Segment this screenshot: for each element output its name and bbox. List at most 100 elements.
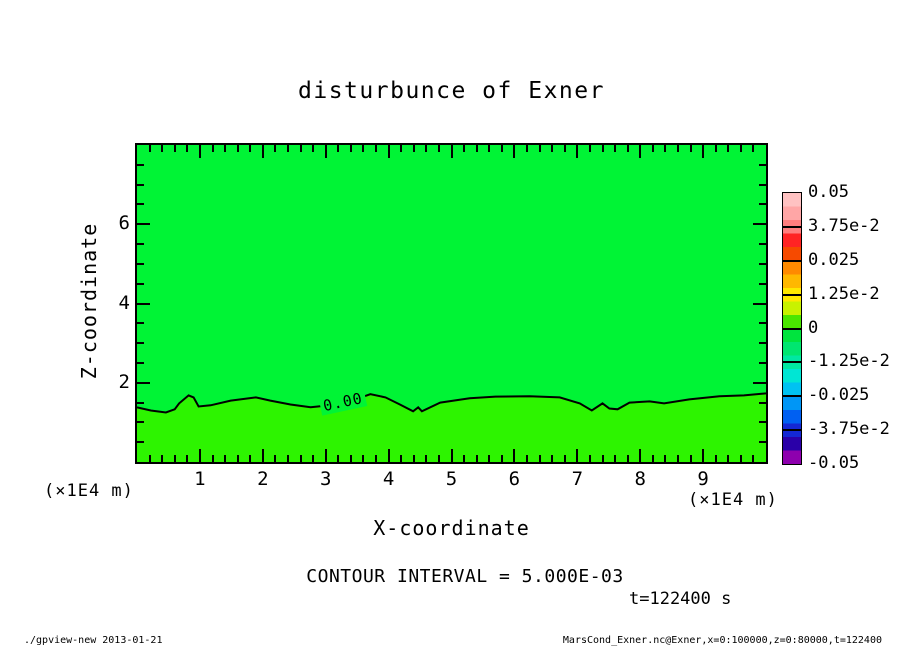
x-tick-label: 8 [634,468,646,490]
x-tick-label: 5 [445,468,458,490]
tick-mark [664,455,667,462]
tick-mark [488,145,491,152]
tick-mark [759,262,766,265]
tick-mark [626,455,629,462]
tick-mark [274,145,277,152]
below-zero-region [137,393,766,462]
tick-mark [198,145,201,158]
colorbar-tick-label: 1.25e-2 [808,283,880,304]
tick-mark [576,145,579,158]
tick-mark [526,455,528,462]
tick-mark [759,163,766,166]
tick-mark [186,145,189,152]
colorbar-tick-labels: 0.05 3.75e-2 0.025 1.25e-2 0 -1.25e-2 -0.025 -3… [808,182,898,473]
tick-mark [639,145,642,158]
tick-mark [500,455,503,462]
tick-mark [400,455,403,462]
x-tick-label: 1 [194,468,206,490]
tick-mark [375,455,377,462]
x-tick-label: 6 [508,468,521,490]
y-tick-label: 6 [118,212,130,235]
tick-mark [312,455,315,462]
tick-mark [759,282,766,285]
colorbar-divider [783,225,801,228]
tick-mark [676,455,679,462]
tick-mark [137,282,144,285]
tick-mark [387,449,390,462]
tick-mark [211,455,214,462]
tick-mark [186,455,189,462]
plot-area: 0.00 [135,143,768,464]
tick-mark [274,455,277,462]
tick-mark [513,449,516,462]
tick-mark [601,145,604,152]
tick-mark [299,145,302,152]
tick-mark [513,145,516,158]
tick-mark [337,145,340,152]
colorbar-divider [783,293,801,296]
tick-mark [148,145,151,152]
colorbar-divider [783,395,801,398]
tick-mark [626,145,629,152]
tick-mark [651,145,654,152]
tick-mark [739,145,742,152]
y-axis-unit-label: (×1E4 m) [44,481,134,501]
tick-mark [137,361,144,364]
tick-mark [689,455,692,462]
tick-mark [727,145,730,152]
colorbar-tick-label: 0 [808,317,819,338]
tick-mark [588,145,591,152]
tick-mark [337,455,340,462]
tick-mark [324,145,327,158]
x-tick-label: 4 [382,468,395,490]
tick-mark [759,342,766,345]
footer-data-source: MarsCond_Exner.nc@Exner,x=0:100000,z=0:8… [562,635,882,646]
tick-mark [614,455,616,462]
tick-mark [450,449,453,462]
tick-mark [727,455,730,462]
tick-mark [759,183,766,186]
tick-mark [752,455,755,462]
tick-mark [198,449,201,462]
tick-mark [211,145,214,152]
tick-mark [137,381,150,384]
y-tick-label: 4 [118,291,130,314]
tick-mark [236,455,239,462]
x-axis-unit-label: (×1E4 m) [688,490,778,510]
tick-mark [362,145,365,152]
colorbar-tick-label: -1.25e-2 [808,351,890,372]
tick-mark [563,145,566,152]
tick-mark [261,449,264,462]
tick-mark [137,203,144,206]
tick-mark [387,145,390,158]
tick-mark [538,145,541,152]
x-tick-label: 3 [319,468,332,490]
tick-mark [753,381,766,384]
tick-mark [753,223,766,226]
x-axis-title: X-coordinate [373,516,530,540]
tick-mark [161,145,164,152]
tick-mark [224,145,227,152]
tick-mark [651,455,654,462]
tick-mark [759,243,766,246]
colorbar-tick-label: 0.05 [808,182,849,202]
tick-mark [425,455,428,462]
tick-mark [148,455,151,462]
tick-mark [261,145,264,158]
tick-mark [137,441,144,444]
colorbar-tick-label: -3.75e-2 [808,419,890,440]
tick-mark [412,145,415,152]
tick-mark [759,401,766,404]
contour-interval-note: CONTOUR INTERVAL = 5.000E-03 [306,566,624,587]
tick-mark [563,455,566,462]
tick-mark [400,145,403,152]
tick-mark [137,223,150,226]
tick-mark [676,145,679,152]
tick-mark [714,145,717,152]
tick-mark [475,145,478,152]
tick-mark [173,455,176,462]
tick-mark [137,243,144,246]
footer-command-line: ./gpview-new 2013-01-21 [24,635,163,646]
tick-mark [249,455,252,462]
